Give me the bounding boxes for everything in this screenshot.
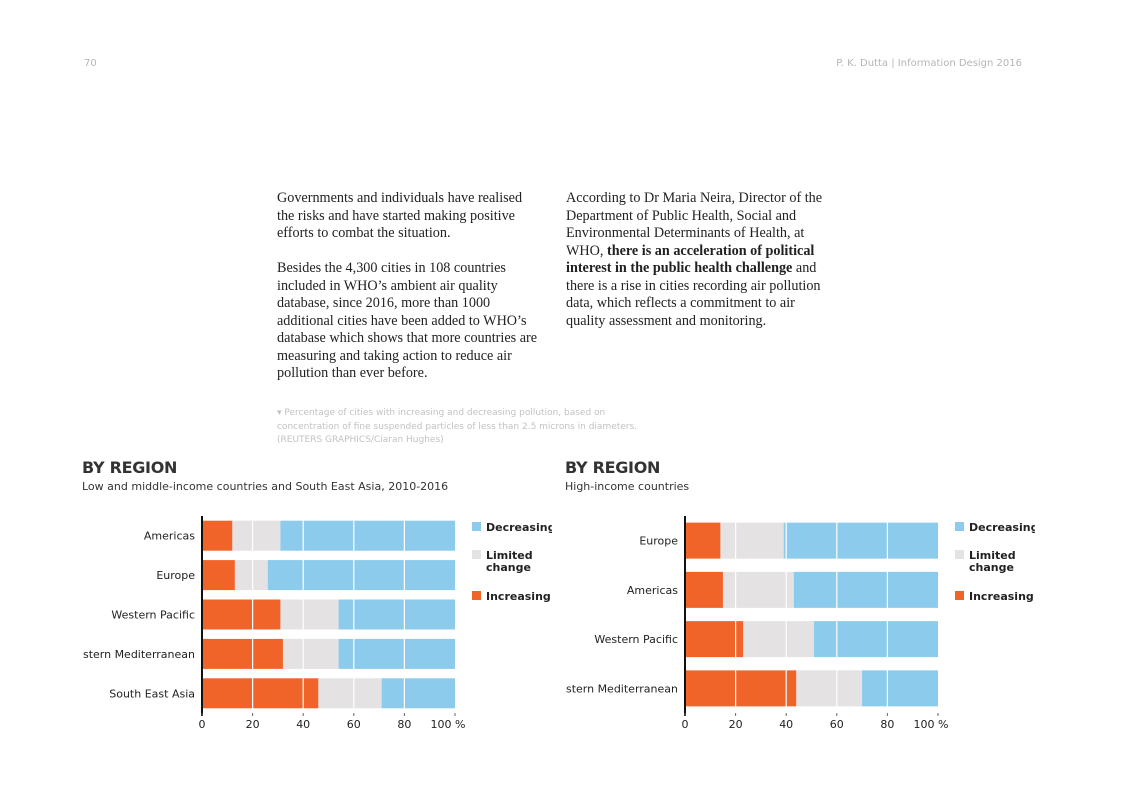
- legend-label: Decreasing: [486, 521, 552, 534]
- bar-decreasing-western-pacific: [338, 599, 455, 630]
- category-label: Americas: [627, 584, 678, 597]
- bar-limited-change-americas: [232, 520, 281, 551]
- x-tick-label: 0: [682, 718, 689, 728]
- stacked-bar-chart: Europe Americas Western Pacific Eastern Med…: [565, 516, 1035, 728]
- legend-label: Limited: [969, 549, 1016, 562]
- x-tick-label: 80: [397, 718, 411, 728]
- x-tick-label: 40: [779, 718, 793, 728]
- chart-title: BY REGION: [82, 458, 178, 477]
- paragraph: Governments and individuals have realise…: [277, 190, 523, 241]
- x-tick-label: 60: [830, 718, 844, 728]
- x-tick-label: 80: [880, 718, 894, 728]
- x-tick-label: 60: [347, 718, 361, 728]
- stacked-bar-chart: Americas Europe Western Pacific Eastern Med…: [82, 516, 552, 728]
- category-label: South East Asia: [109, 687, 195, 700]
- bar-limited-change-europe: [234, 560, 268, 591]
- x-tick-label: 20: [729, 718, 743, 728]
- caption-line: ▾ Percentage of cities with increasing a…: [277, 408, 606, 418]
- bar-increasing-south-east-asia: [202, 678, 319, 709]
- x-tick-label: 100 %: [431, 718, 466, 728]
- bar-increasing-western-pacific: [202, 599, 281, 630]
- bar-limited-change-americas: [722, 571, 794, 608]
- legend-swatch-limited-change: [472, 550, 481, 559]
- text-column-left: Governments and individuals have realise…: [277, 190, 542, 400]
- paragraph: Besides the 4,300 cities in 108 countrie…: [277, 260, 538, 381]
- bar-decreasing-eastern-mediterranean: [338, 638, 455, 669]
- x-tick-label: 0: [199, 718, 206, 728]
- bar-limited-change-europe: [720, 522, 784, 559]
- bar-decreasing-eastern-mediterranean: [862, 670, 938, 707]
- x-tick-label: 100 %: [914, 718, 949, 728]
- category-label: Western Pacific: [111, 609, 195, 622]
- caption-line: concentration of fine suspended particle…: [277, 421, 638, 432]
- chart-high-income: BY REGION High-income countries Europe Am…: [565, 458, 1035, 728]
- category-label: Europe: [156, 569, 195, 582]
- chart-low-middle-income: BY REGION Low and middle-income countrie…: [82, 458, 552, 728]
- bar-decreasing-americas: [280, 520, 455, 551]
- chart-title: BY REGION: [565, 458, 661, 477]
- category-label: Americas: [144, 530, 195, 543]
- bar-limited-change-south-east-asia: [318, 678, 382, 709]
- bar-increasing-americas: [202, 520, 233, 551]
- legend-label: change: [486, 561, 531, 574]
- category-label: Western Pacific: [594, 633, 678, 646]
- bar-increasing-americas: [685, 571, 723, 608]
- chart-subtitle: Low and middle-income countries and Sout…: [82, 480, 449, 493]
- bar-limited-change-eastern-mediterranean: [282, 638, 339, 669]
- page-number: 70: [84, 58, 97, 69]
- paragraph-text: According to Dr Maria Neira, Director of…: [566, 190, 823, 259]
- bar-decreasing-europe: [783, 522, 938, 559]
- legend-label: change: [969, 561, 1014, 574]
- x-tick-label: 20: [246, 718, 260, 728]
- legend-swatch-increasing: [472, 591, 481, 600]
- bar-decreasing-western-pacific: [814, 621, 938, 658]
- legend-label: Increasing: [486, 590, 551, 603]
- bar-limited-change-western-pacific: [743, 621, 815, 658]
- bar-limited-change-western-pacific: [280, 599, 339, 630]
- x-tick-label: 40: [296, 718, 310, 728]
- running-head: P. K. Dutta | Information Design 2016: [836, 58, 1022, 69]
- legend-swatch-decreasing: [955, 522, 964, 531]
- chart-subtitle: High-income countries: [565, 480, 690, 493]
- category-label: Europe: [639, 535, 678, 548]
- bar-increasing-western-pacific: [685, 621, 744, 658]
- bar-decreasing-americas: [793, 571, 938, 608]
- caption-line: (REUTERS GRAPHICS/Ciaran Hughes): [277, 435, 444, 445]
- category-label: Eastern Mediterranean: [82, 648, 195, 661]
- legend-swatch-limited-change: [955, 550, 964, 559]
- legend-swatch-increasing: [955, 591, 964, 600]
- paragraph: According to Dr Maria Neira, Director of…: [566, 190, 831, 330]
- emphasis-text: there is an acceleration of political in…: [566, 242, 815, 277]
- bar-increasing-eastern-mediterranean: [685, 670, 797, 707]
- legend-label: Increasing: [969, 590, 1034, 603]
- bar-decreasing-south-east-asia: [381, 678, 455, 709]
- legend-swatch-decreasing: [472, 522, 481, 531]
- text-column-right: According to Dr Maria Neira, Director of…: [566, 190, 831, 348]
- legend-label: Limited: [486, 549, 533, 562]
- bar-increasing-eastern-mediterranean: [202, 638, 283, 669]
- legend-label: Decreasing: [969, 521, 1035, 534]
- figure-caption: ▾ Percentage of cities with increasing a…: [277, 407, 657, 448]
- bar-increasing-europe: [685, 522, 721, 559]
- bar-decreasing-europe: [267, 560, 455, 591]
- bar-limited-change-eastern-mediterranean: [796, 670, 863, 707]
- bar-increasing-europe: [202, 560, 235, 591]
- paragraph-text: and there is a rise in cities recording …: [566, 260, 821, 329]
- category-label: Eastern Mediterranean: [565, 682, 678, 695]
